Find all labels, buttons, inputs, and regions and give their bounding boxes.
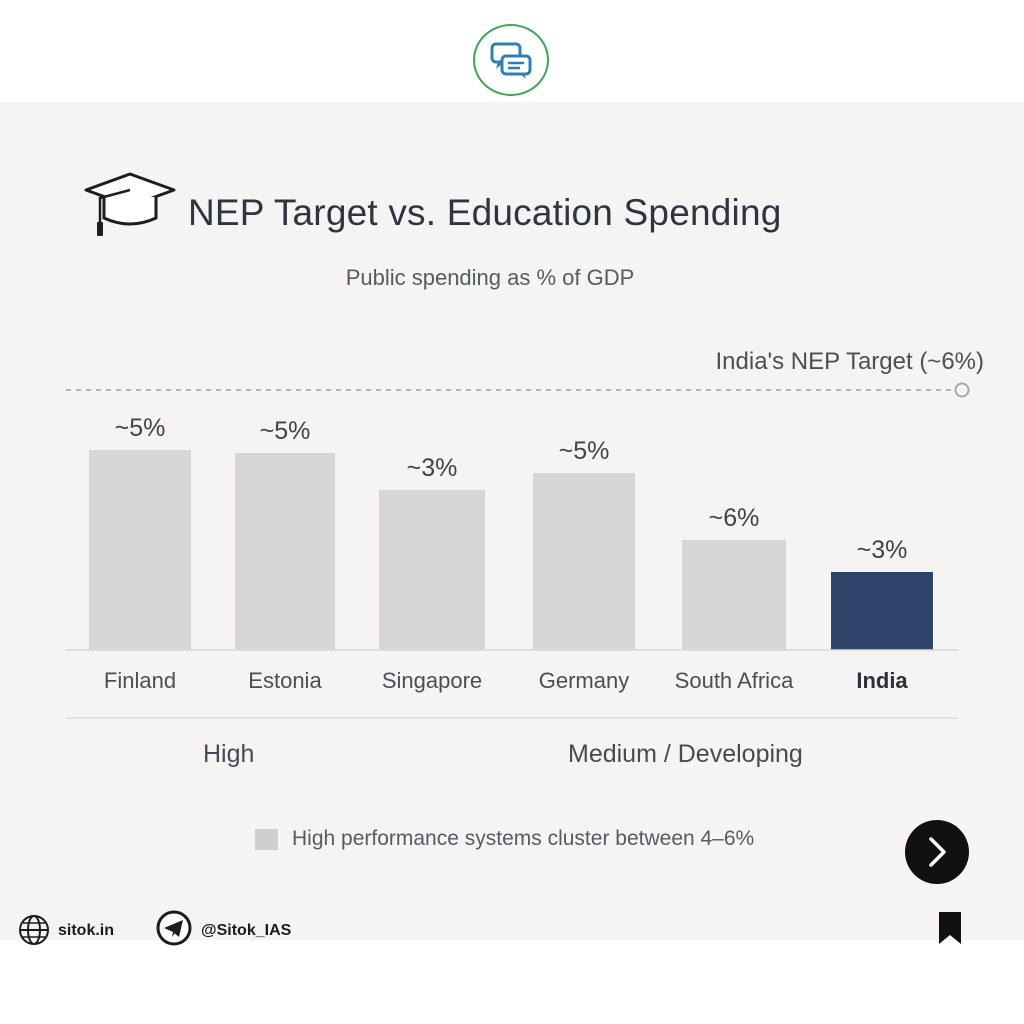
bar-south-africa [682,540,786,650]
bar-value-label: ~6% [709,504,760,532]
group-label-high: High [203,740,255,768]
bar-value-label: ~5% [115,414,166,442]
chart-subtitle: Public spending as % of GDP [345,265,635,290]
bar-value-label: ~5% [559,437,610,465]
bar-value-label: ~3% [857,536,908,564]
chart-title: NEP Target vs. Education Spending [188,192,782,233]
bar-estonia [235,453,335,650]
category-label: Estonia [248,668,322,693]
category-label: Finland [104,668,176,693]
target-marker [954,382,970,398]
logo [473,24,549,96]
bar-finland [89,450,191,650]
legend-label: High performance systems cluster between… [292,827,755,850]
globe-icon [19,915,49,945]
category-label: Germany [539,668,629,693]
bar-chart: India's NEP Target (~6%) ~5% Finland ~5% Est… [66,348,985,719]
bar-germany [533,473,635,650]
next-button[interactable] [905,820,969,884]
bar-india [831,572,933,650]
category-label: South Africa [675,668,794,693]
group-label-medium: Medium / Developing [568,740,803,768]
category-label: Singapore [382,668,482,693]
website-link[interactable]: sitok.in [58,922,115,939]
chevron-right-icon [929,837,946,867]
category-label: India [856,668,908,693]
bar-value-label: ~5% [260,417,311,445]
social-handle[interactable]: @Sitok_IAS [201,922,292,939]
chat-bubbles-icon [490,42,532,79]
bookmark-icon[interactable] [938,911,962,945]
bar-value-label: ~3% [407,454,458,482]
target-line-label: India's NEP Target (~6%) [716,348,985,375]
telegram-icon [156,910,192,946]
bar-singapore [379,490,485,650]
legend-swatch [255,829,278,850]
graduation-cap-icon [84,172,176,236]
